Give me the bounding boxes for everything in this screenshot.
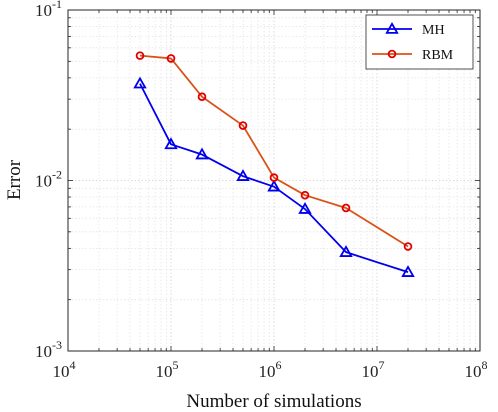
data-point-mh	[164, 137, 178, 150]
legend-marker-rbm	[387, 49, 397, 59]
data-point-mh	[401, 265, 415, 277]
x-tick-label: 105	[156, 358, 179, 381]
legend-marker-shape-mh	[385, 21, 399, 34]
data-point-mh	[133, 76, 147, 89]
x-tick-label: 108	[465, 358, 488, 381]
data-point-rbm	[197, 92, 207, 102]
x-tick-label: 107	[362, 358, 385, 381]
y-axis-label: Error	[4, 159, 25, 200]
data-point-mh	[339, 245, 353, 257]
legend-label-mh: MH	[422, 23, 445, 38]
y-tick-label: 10-1	[35, 0, 62, 20]
series-line-mh	[139, 83, 409, 274]
data-point-rbm	[166, 54, 176, 63]
axis-ticks: 104 105 106 107 108 10-3 10-2 10-1	[35, 0, 488, 381]
data-point-mh	[267, 179, 281, 192]
x-axis-label: Number of simulations	[186, 391, 361, 412]
legend-label-rbm: RBM	[422, 48, 454, 63]
x-tick-label: 104	[53, 358, 76, 381]
y-tick-label: 10-3	[35, 338, 62, 361]
legend-box	[365, 14, 474, 70]
data-point-rbm	[238, 121, 248, 130]
data-point-mh	[236, 169, 250, 181]
data-point-rbm	[341, 203, 351, 213]
series-group	[133, 51, 415, 277]
legend: MH RBM	[365, 14, 474, 70]
series-line-rbm	[139, 54, 409, 248]
data-point-mh	[195, 147, 209, 160]
data-point-rbm	[403, 242, 413, 251]
data-point-rbm	[269, 173, 279, 182]
legend-marker-shape-rbm	[387, 49, 397, 59]
data-point-rbm	[135, 51, 145, 60]
x-tick-label: 106	[259, 358, 282, 381]
data-point-mh	[298, 202, 312, 214]
y-tick-label: 10-2	[35, 168, 62, 191]
legend-marker-mh	[385, 21, 399, 34]
data-point-rbm	[300, 190, 310, 200]
